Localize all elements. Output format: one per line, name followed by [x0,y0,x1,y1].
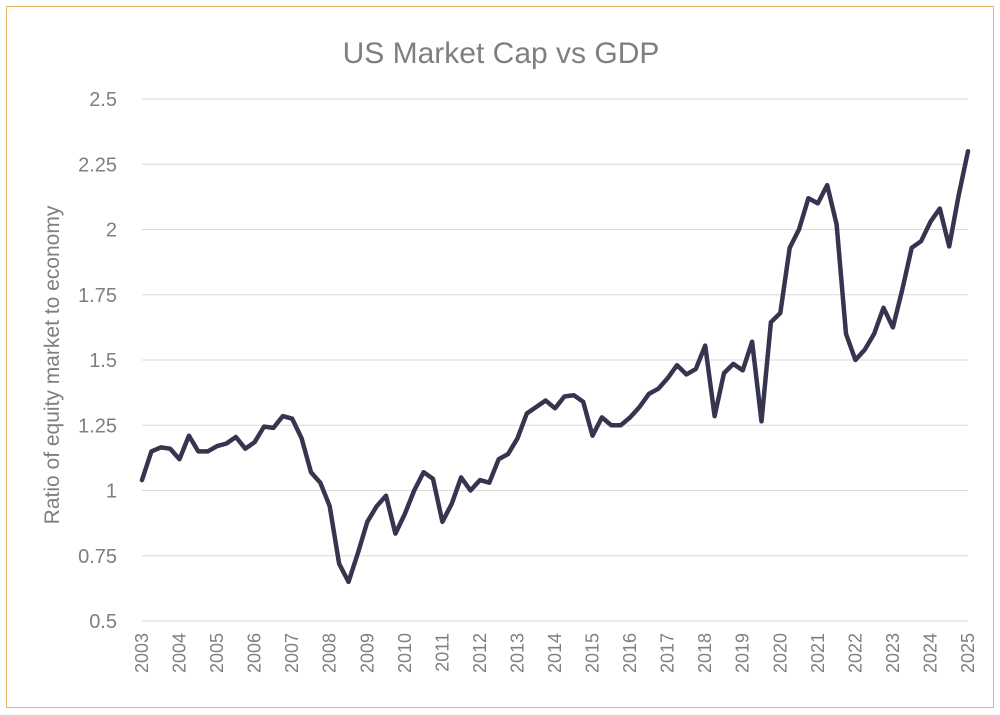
series-layer [139,148,971,585]
x-tick-label: 2014 [545,633,565,673]
x-tick-label: 2003 [132,633,152,673]
x-tick-label: 2009 [357,633,377,673]
x-tick-label: 2011 [432,633,452,672]
y-tick-label: 2 [106,220,117,242]
x-tick-label: 2004 [170,633,190,673]
x-tick-label: 2019 [733,633,753,673]
x-tick-label: 2025 [958,633,978,673]
line-chart: US Market Cap vs GDP Ratio of equity mar… [41,37,978,673]
chart-title: US Market Cap vs GDP [343,37,660,70]
x-tick-label: 2005 [207,633,227,673]
gridlines [142,98,968,622]
y-tick-label: 1.25 [78,415,117,437]
y-tick-label: 2.5 [89,89,117,111]
x-tick-label: 2021 [808,633,828,673]
x-tick-label: 2007 [282,633,302,673]
y-tick-label: 1.5 [89,350,117,372]
x-tick-label: 2015 [583,633,603,673]
x-tick-label: 2017 [658,633,678,673]
series-line [139,148,971,585]
x-tick-label: 2008 [320,633,340,673]
x-tick-label: 2022 [845,633,865,673]
x-tick-label: 2018 [695,633,715,673]
x-tick-label: 2012 [470,633,490,673]
chart-container: US Market Cap vs GDP Ratio of equity mar… [6,6,994,708]
x-tick-label: 2010 [395,633,415,673]
x-tick-label: 2020 [770,633,790,673]
y-tick-label: 0.5 [89,611,117,633]
x-tick-label: 2024 [920,633,940,673]
y-axis-label: Ratio of equity market to economy [41,205,64,524]
x-tick-label: 2006 [245,633,265,673]
y-axis-ticks: 0.5 0.75 1 1.25 1.5 1.75 2 2.25 2.5 [78,89,117,633]
x-tick-label: 2016 [620,633,640,673]
y-tick-label: 1.75 [78,285,117,307]
x-axis-ticks: 2003 2004 2005 2006 2007 2008 2009 2010 2011 2012… [132,633,978,673]
x-tick-label: 2013 [507,633,527,673]
y-tick-label: 1 [106,481,117,503]
x-tick-label: 2023 [883,633,903,673]
y-tick-label: 2.25 [78,154,117,176]
y-tick-label: 0.75 [78,546,117,568]
